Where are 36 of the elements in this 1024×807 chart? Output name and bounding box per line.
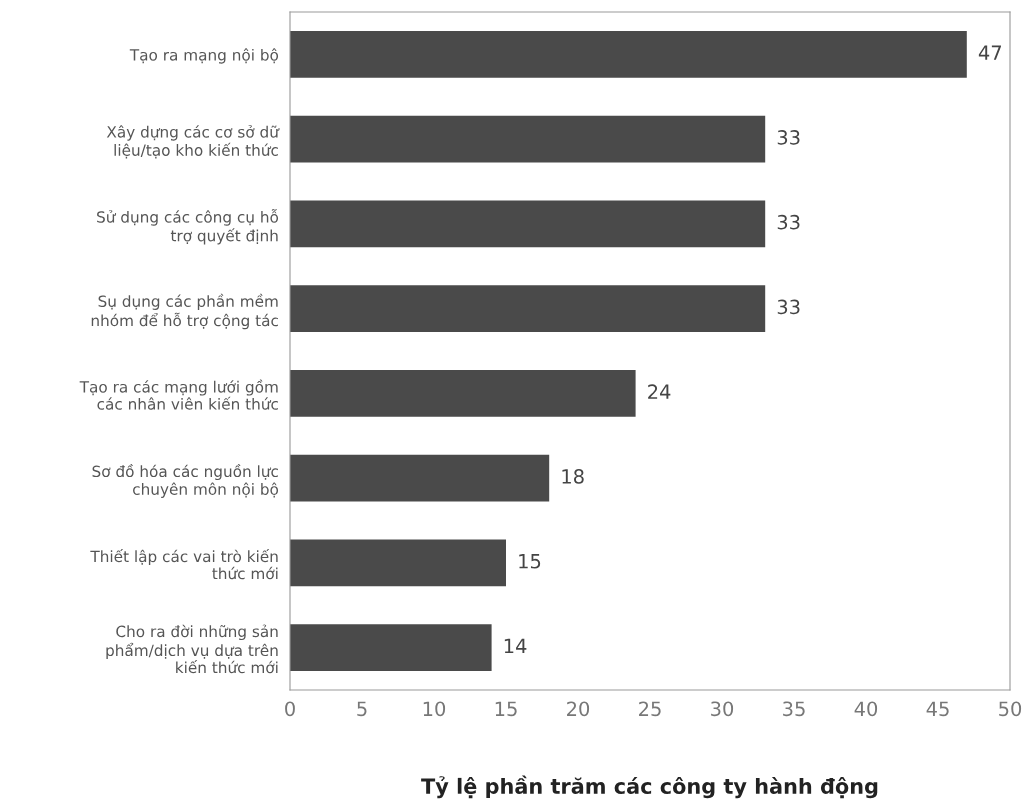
bar (290, 115, 766, 163)
x-tick-label: 10 (423, 701, 446, 717)
bar (290, 31, 967, 78)
data-label: 14 (504, 638, 527, 653)
y-tick-label: Sơ đồ hóa các nguồn lực chuyên môn nội bộ (92, 463, 279, 498)
data-label: 33 (777, 130, 800, 145)
data-label: 33 (777, 299, 800, 315)
bar (290, 200, 766, 248)
x-tick-label: 30 (711, 701, 734, 717)
y-tick-label: Cho ra đời những sản phẩm/dịch vụ dựa trên kiến thức mới (106, 624, 278, 674)
x-tick-label: 40 (854, 701, 878, 717)
x-tick-label: 0 (285, 701, 295, 717)
y-tick-label: Thiết lập các vai trò kiến thức mới (90, 549, 278, 580)
bar (290, 454, 550, 502)
x-tick-label: 45 (926, 701, 949, 717)
x-tick-label: 50 (999, 701, 1022, 717)
x-tick-label: 20 (567, 701, 590, 717)
y-tick-label: Tạo ra các mạng lưới gồm các nhân viên kiến thức (79, 379, 278, 410)
data-label: 18 (562, 469, 584, 484)
y-tick-label: Sụ dụng các phần mềm nhóm để hỗ trợ cộng tác (91, 293, 278, 330)
data-label: 15 (519, 554, 541, 569)
bar (290, 370, 636, 417)
x-tick-label: 15 (495, 701, 517, 717)
bar (290, 539, 506, 587)
data-label: 24 (648, 384, 671, 399)
x-tick-label: 35 (783, 701, 805, 717)
data-label: 33 (777, 214, 800, 230)
x-tick-label: 5 (357, 701, 367, 717)
x-tick-label: 25 (639, 701, 661, 717)
bar (290, 285, 766, 332)
data-label: 47 (978, 45, 1001, 60)
y-tick-label: Sử dụng các công cụ hỗ trợ quyết định (97, 209, 279, 245)
y-tick-label: Tạo ra mạng nội bộ (129, 48, 279, 64)
x-axis-title: Tỷ lệ phần trăm các công ty hành động (421, 775, 878, 799)
bar (290, 624, 492, 671)
y-tick-label: Xây dựng các cơ sở dữ liệu/tạo kho kiến thức (106, 125, 280, 159)
